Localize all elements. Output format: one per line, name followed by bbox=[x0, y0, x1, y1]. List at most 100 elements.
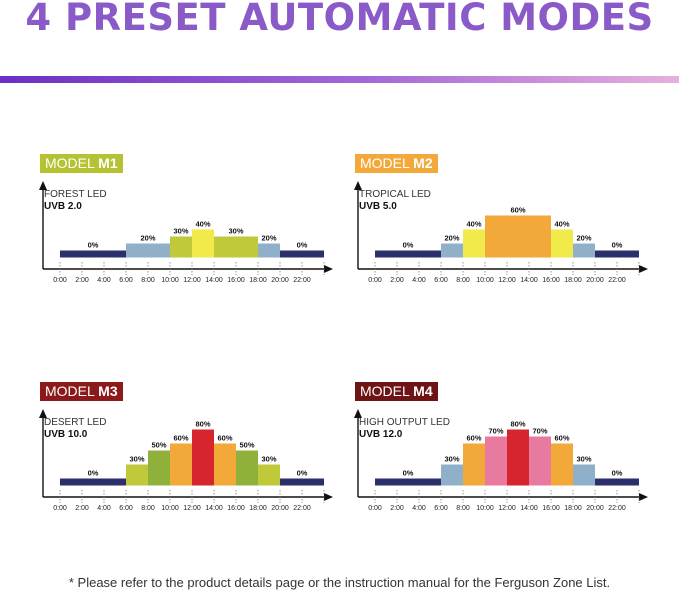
y-axis-arrow-icon bbox=[354, 181, 362, 190]
x-tick-label: 0:00 bbox=[368, 505, 382, 512]
x-axis-arrow-icon bbox=[324, 493, 333, 501]
x-tick-label: 2:00 bbox=[390, 277, 404, 284]
x-tick-label: 6:00 bbox=[119, 277, 133, 284]
bar bbox=[214, 236, 258, 258]
x-tick-label: 12:00 bbox=[183, 505, 201, 512]
x-tick-label: 4:00 bbox=[412, 505, 426, 512]
x-tick-label: 14:00 bbox=[205, 277, 223, 284]
badge-model-code: M2 bbox=[413, 155, 433, 171]
bar-label: 60% bbox=[217, 434, 232, 443]
x-tick-label: 16:00 bbox=[542, 277, 560, 284]
habitat-label: FOREST LED bbox=[44, 189, 107, 200]
bar-label: 50% bbox=[151, 441, 166, 450]
bar-label: 20% bbox=[261, 234, 276, 243]
x-tick-label: 8:00 bbox=[141, 277, 155, 284]
bar-label: 80% bbox=[510, 420, 525, 429]
uvb-label: UVB 2.0 bbox=[44, 201, 82, 212]
uvb-label: UVB 5.0 bbox=[359, 201, 397, 212]
bar-label: 40% bbox=[195, 220, 210, 229]
x-tick-label: 2:00 bbox=[75, 277, 89, 284]
x-tick-label: 8:00 bbox=[141, 505, 155, 512]
bar bbox=[375, 478, 441, 486]
x-axis-arrow-icon bbox=[639, 493, 648, 501]
x-tick-label: 20:00 bbox=[586, 277, 604, 284]
model-badge: MODEL M4 bbox=[355, 382, 438, 401]
bar-label: 0% bbox=[88, 469, 99, 478]
x-tick-label: 20:00 bbox=[271, 277, 289, 284]
chart-panel-m1: MODEL M1 FOREST LED UVB 2.0 0% 20% 30% 40% 3… bbox=[39, 154, 340, 294]
y-axis-arrow-icon bbox=[39, 409, 47, 418]
bar-label: 30% bbox=[261, 455, 276, 464]
bar-label: 20% bbox=[444, 234, 459, 243]
x-tick-label: 14:00 bbox=[520, 505, 538, 512]
x-tick-label: 22:00 bbox=[293, 505, 311, 512]
bar bbox=[236, 450, 258, 486]
chart-svg-m4: 0% 30% 60% 70% 80% 70% 60% 30% 0% 0:00 2:00 4:00 6:0… bbox=[354, 409, 648, 512]
bar-label: 0% bbox=[612, 469, 623, 478]
badge-prefix: MODEL bbox=[45, 155, 95, 171]
x-tick-label: 10:00 bbox=[476, 277, 494, 284]
x-tick-label: 4:00 bbox=[412, 277, 426, 284]
model-badge: MODEL M3 bbox=[40, 382, 123, 401]
x-tick-label: 12:00 bbox=[183, 277, 201, 284]
bar bbox=[280, 250, 324, 258]
x-tick-label: 10:00 bbox=[476, 505, 494, 512]
bar-label: 0% bbox=[297, 469, 308, 478]
x-tick-label: 18:00 bbox=[564, 277, 582, 284]
bar bbox=[375, 250, 441, 258]
bar-label: 20% bbox=[576, 234, 591, 243]
bar-label: 0% bbox=[612, 241, 623, 250]
bar bbox=[170, 443, 192, 486]
bar bbox=[551, 229, 573, 258]
habitat-label: TROPICAL LED bbox=[359, 189, 431, 200]
badge-prefix: MODEL bbox=[360, 383, 410, 399]
badge-model-code: M3 bbox=[98, 383, 118, 399]
x-tick-label: 12:00 bbox=[498, 505, 516, 512]
x-tick-label: 2:00 bbox=[390, 505, 404, 512]
model-badge: MODEL M2 bbox=[355, 154, 438, 173]
bar bbox=[595, 250, 639, 258]
x-tick-label: 20:00 bbox=[271, 505, 289, 512]
habitat-label: DESERT LED bbox=[44, 417, 107, 428]
x-tick-label: 6:00 bbox=[434, 277, 448, 284]
bar bbox=[441, 243, 463, 258]
uvb-label: UVB 10.0 bbox=[44, 429, 88, 440]
x-tick-label: 4:00 bbox=[97, 505, 111, 512]
bar bbox=[485, 436, 507, 486]
y-axis-arrow-icon bbox=[39, 181, 47, 190]
chart-svg-m1: 0% 20% 30% 40% 30% 20% 0% 0:00 2:00 4:00 6:00 8:00 1… bbox=[39, 181, 333, 284]
x-tick-label: 18:00 bbox=[564, 505, 582, 512]
chart-panel-m4: MODEL M4 HIGH OUTPUT LED UVB 12.0 0% 30% 6… bbox=[354, 382, 655, 522]
x-tick-label: 14:00 bbox=[520, 277, 538, 284]
bar bbox=[214, 443, 236, 486]
footnote: * Please refer to the product details pa… bbox=[68, 575, 611, 590]
chart-panel-m2: MODEL M2 TROPICAL LED UVB 5.0 0% 20% 40% 60… bbox=[354, 154, 655, 294]
title-gradient-bar bbox=[0, 76, 679, 83]
bar-label: 60% bbox=[554, 434, 569, 443]
bar bbox=[258, 464, 280, 486]
bar-label: 30% bbox=[444, 455, 459, 464]
x-tick-label: 16:00 bbox=[227, 505, 245, 512]
bar bbox=[126, 243, 170, 258]
badge-model-code: M1 bbox=[98, 155, 118, 171]
x-tick-label: 0:00 bbox=[368, 277, 382, 284]
bar-label: 0% bbox=[403, 469, 414, 478]
bar bbox=[529, 436, 551, 486]
uvb-label: UVB 12.0 bbox=[359, 429, 403, 440]
x-tick-label: 6:00 bbox=[434, 505, 448, 512]
bar-label: 70% bbox=[532, 427, 547, 436]
x-tick-label: 0:00 bbox=[53, 505, 67, 512]
bar-label: 80% bbox=[195, 420, 210, 429]
chart-svg-m3: 0% 30% 50% 60% 80% 60% 50% 30% 0% 0:00 2:00 4:00 6:0… bbox=[39, 409, 333, 512]
bar-label: 70% bbox=[488, 427, 503, 436]
x-tick-label: 20:00 bbox=[586, 505, 604, 512]
bar bbox=[126, 464, 148, 486]
bar-label: 60% bbox=[173, 434, 188, 443]
x-axis-arrow-icon bbox=[639, 265, 648, 273]
bar bbox=[595, 478, 639, 486]
bar-label: 0% bbox=[403, 241, 414, 250]
x-tick-label: 16:00 bbox=[542, 505, 560, 512]
bar bbox=[192, 229, 214, 258]
bar-label: 30% bbox=[576, 455, 591, 464]
bar-label: 30% bbox=[228, 227, 243, 236]
